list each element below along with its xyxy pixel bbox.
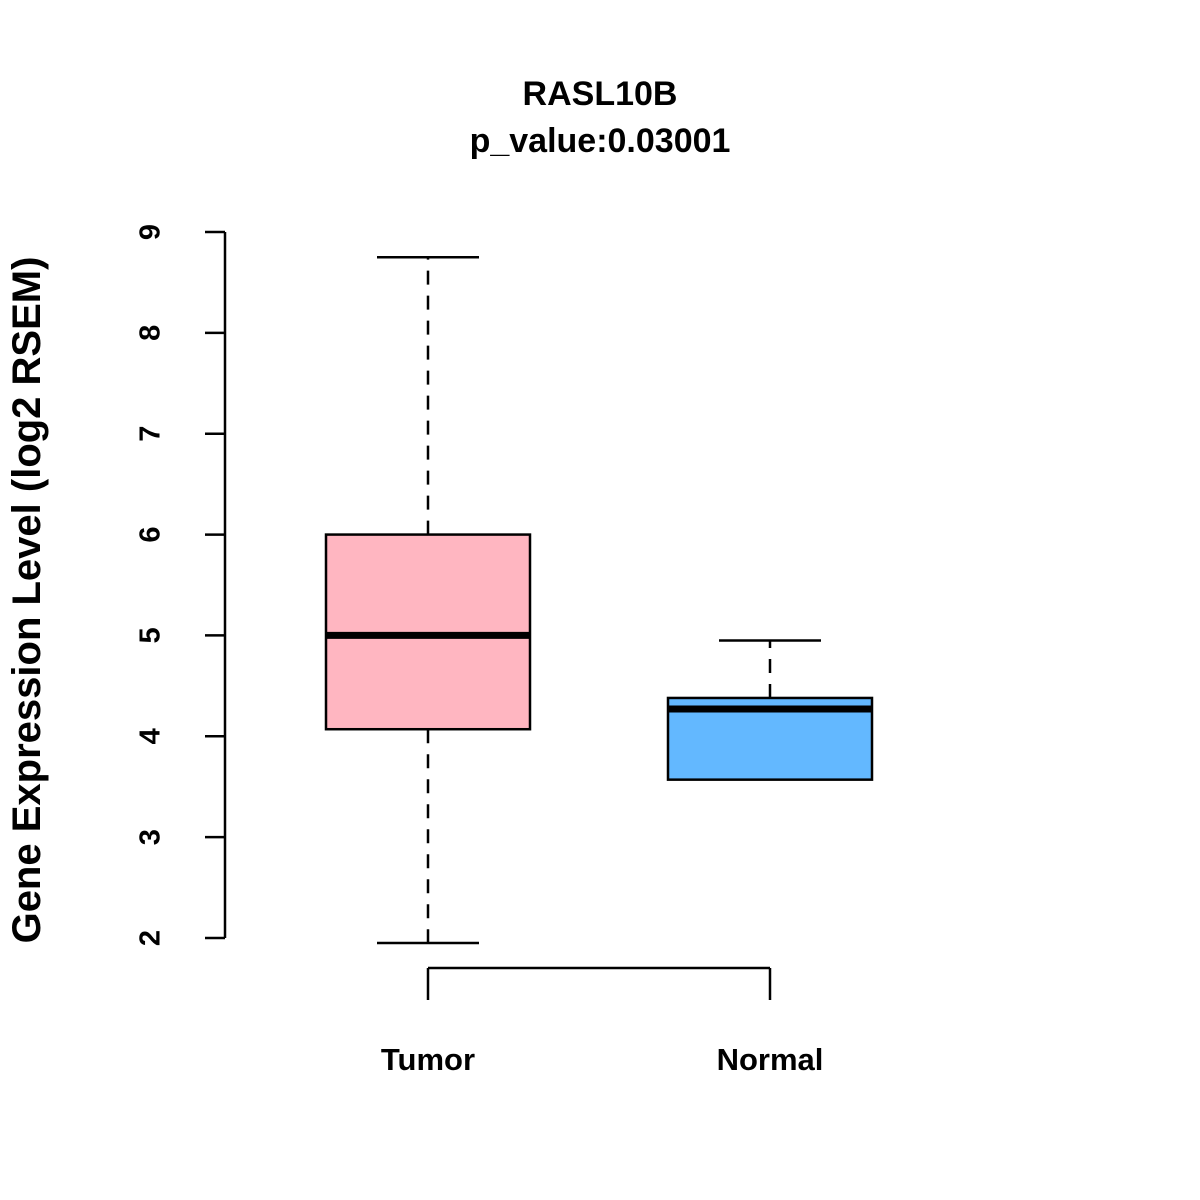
y-tick-label: 3 bbox=[135, 829, 167, 845]
y-tick-label: 8 bbox=[135, 325, 167, 341]
y-tick-label: 5 bbox=[135, 627, 167, 643]
y-axis: 2 3 4 5 6 7 8 9 bbox=[135, 224, 227, 946]
y-axis-label: Gene Expression Level (log2 RSEM) bbox=[5, 257, 49, 944]
y-tick-label: 4 bbox=[135, 728, 167, 744]
y-tick-label: 9 bbox=[135, 224, 167, 240]
y-tick-label: 7 bbox=[135, 426, 167, 442]
chart-subtitle: p_value:0.03001 bbox=[470, 122, 731, 160]
category-label-normal: Normal bbox=[717, 1042, 824, 1077]
y-tick-label: 2 bbox=[135, 930, 167, 946]
y-tick-label: 6 bbox=[135, 527, 167, 543]
chart-title: RASL10B bbox=[523, 75, 678, 113]
boxes bbox=[324, 255, 874, 945]
box-tumor bbox=[324, 533, 532, 731]
x-axis: Tumor Normal bbox=[381, 966, 824, 1077]
category-label-tumor: Tumor bbox=[381, 1042, 475, 1077]
